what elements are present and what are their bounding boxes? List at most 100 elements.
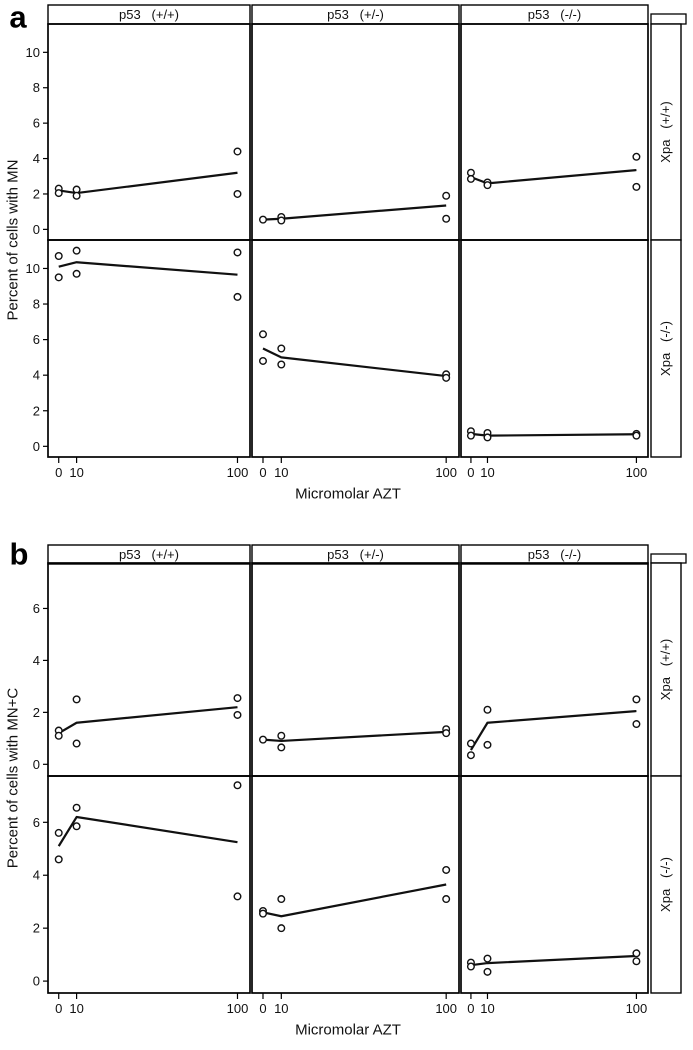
- y-tick-label: 2: [33, 403, 40, 418]
- data-point: [483, 181, 492, 190]
- col-strip-label-0: p53 (+/+): [119, 547, 179, 562]
- figure-b: b Percent of cells with MN+C Micromolar …: [0, 525, 693, 1050]
- y-tick-label: 6: [33, 815, 40, 830]
- row-strip-1: [650, 239, 682, 458]
- data-point: [54, 855, 63, 864]
- col-strip-2: [460, 544, 649, 565]
- data-point: [442, 191, 451, 200]
- data-point: [632, 695, 641, 704]
- row-strip-label-0: Xpa (+/+): [658, 101, 673, 162]
- x-tick-label: 100: [626, 1001, 648, 1016]
- data-point: [258, 735, 267, 744]
- y-tick-label: 6: [33, 332, 40, 347]
- trend-line-r1c1: [262, 883, 447, 918]
- data-point: [277, 924, 286, 933]
- col-strip-0: [47, 544, 251, 565]
- data-point: [466, 739, 475, 748]
- data-point: [54, 252, 63, 261]
- data-point: [277, 895, 286, 904]
- figure-a-plot-canvas: p53 (+/+) p53 (+/-) p53 (-/-) Xpa (+/+) Xpa …: [26, 4, 687, 480]
- data-point: [483, 705, 492, 714]
- y-tick-label: 10: [26, 261, 40, 276]
- row-strip-label-1: Xpa (-/-): [658, 321, 673, 376]
- panel-cell-r1c0: [47, 239, 251, 458]
- data-point: [54, 189, 63, 198]
- y-tick-label: 0: [33, 974, 40, 989]
- col-strip-label-2: p53 (-/-): [528, 7, 581, 22]
- data-point: [233, 189, 242, 198]
- trend-line-r1c1: [262, 347, 447, 378]
- data-point: [233, 248, 242, 257]
- data-point: [442, 895, 451, 904]
- col-strip-label-0: p53 (+/+): [119, 7, 179, 22]
- figure-b-letter: b: [9, 536, 29, 572]
- y-tick-label: 4: [33, 368, 40, 383]
- x-tick-label: 0: [259, 465, 266, 480]
- data-point: [233, 781, 242, 790]
- data-point: [466, 751, 475, 760]
- data-point: [72, 822, 81, 831]
- y-tick-label: 0: [33, 757, 40, 772]
- trend-line-r0c2: [470, 168, 637, 185]
- y-tick-label: 2: [33, 705, 40, 720]
- y-tick-label: 4: [33, 653, 40, 668]
- col-strip-label-1: p53 (+/-): [327, 7, 384, 22]
- x-tick-label: 100: [435, 465, 457, 480]
- trend-line-r1c0: [57, 815, 238, 847]
- figure-b-x-axis-label: Micromolar AZT: [295, 1021, 401, 1039]
- x-tick-label: 10: [480, 465, 494, 480]
- row-strip-1: [650, 775, 682, 994]
- x-tick-label: 10: [69, 1001, 83, 1016]
- panel-cell-r1c2: [460, 775, 649, 994]
- x-tick-label: 100: [227, 1001, 249, 1016]
- data-point: [72, 803, 81, 812]
- trend-line-r0c1: [262, 204, 447, 221]
- col-strip-label-1: p53 (+/-): [327, 547, 384, 562]
- data-point: [483, 954, 492, 963]
- col-strip-1: [251, 544, 460, 565]
- panel-cell-r1c2: [460, 239, 649, 458]
- y-tick-label: 4: [33, 151, 40, 166]
- trend-line-r1c2: [470, 432, 637, 437]
- x-tick-label: 100: [227, 465, 249, 480]
- x-tick-label: 10: [274, 465, 288, 480]
- data-point: [54, 273, 63, 282]
- data-point: [442, 373, 451, 382]
- y-tick-label: 8: [33, 80, 40, 95]
- data-point: [483, 740, 492, 749]
- x-tick-label: 0: [467, 465, 474, 480]
- data-point: [442, 865, 451, 874]
- y-tick-label: 0: [33, 439, 40, 454]
- data-point: [483, 967, 492, 976]
- data-point: [277, 743, 286, 752]
- data-point: [54, 731, 63, 740]
- data-point: [258, 356, 267, 365]
- row-strip-0: [650, 562, 682, 777]
- data-point: [258, 330, 267, 339]
- x-tick-label: 0: [259, 1001, 266, 1016]
- col-strip-label-2: p53 (-/-): [528, 547, 581, 562]
- x-tick-label: 0: [55, 465, 62, 480]
- data-point: [483, 433, 492, 442]
- x-tick-label: 10: [274, 1001, 288, 1016]
- trend-line-r1c0: [58, 261, 238, 276]
- data-point: [72, 695, 81, 704]
- data-point: [233, 892, 242, 901]
- y-tick-label: 2: [33, 186, 40, 201]
- data-point: [233, 147, 242, 156]
- row-strip-label-1: Xpa (-/-): [658, 857, 673, 912]
- y-tick-label: 2: [33, 921, 40, 936]
- panel-cell-r0c2: [460, 23, 649, 241]
- data-point: [632, 431, 641, 440]
- data-point: [277, 360, 286, 369]
- y-tick-label: 6: [33, 116, 40, 131]
- data-point: [258, 215, 267, 224]
- x-tick-label: 100: [626, 465, 648, 480]
- row-strip-label-0: Xpa (+/+): [658, 639, 673, 700]
- figure-a-x-axis-label: Micromolar AZT: [295, 485, 401, 503]
- data-point: [72, 269, 81, 278]
- figure-a: a Percent of cells with MN Micromolar AZ…: [5, 2, 687, 503]
- data-point: [277, 344, 286, 353]
- data-point: [632, 949, 641, 958]
